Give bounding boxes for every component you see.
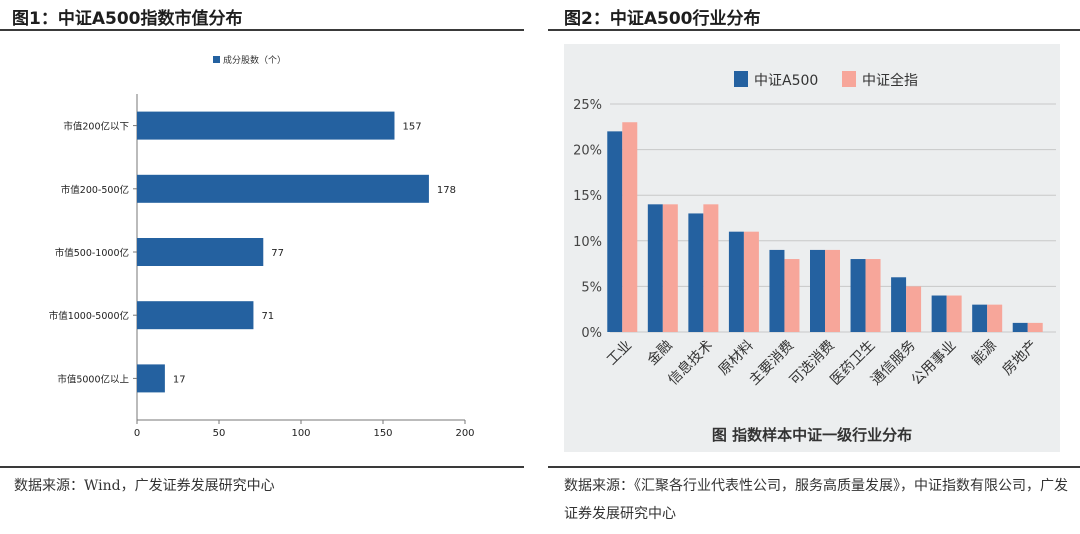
data-label: 17	[173, 374, 186, 385]
bar	[891, 277, 907, 332]
category-label: 市值200-500亿	[61, 184, 129, 196]
data-label: 157	[402, 122, 421, 133]
bar	[1027, 322, 1043, 332]
data-label: 71	[261, 311, 274, 322]
bar	[137, 174, 429, 203]
bar	[728, 231, 744, 332]
title-divider	[0, 29, 524, 31]
bar	[1012, 322, 1028, 332]
y-tick-label: 0%	[581, 326, 602, 341]
source-divider	[548, 466, 1080, 468]
legend-swatch	[213, 56, 220, 63]
legend-label: 中证全指	[862, 72, 918, 89]
bar	[662, 204, 678, 332]
bar	[850, 259, 866, 332]
bar	[137, 364, 165, 393]
bar	[137, 301, 254, 330]
y-tick-label: 10%	[573, 235, 602, 250]
x-tick-label: 200	[455, 428, 474, 439]
bar	[946, 295, 962, 332]
x-tick-label: 50	[213, 428, 226, 439]
x-tick-label: 150	[373, 428, 392, 439]
y-tick-label: 15%	[573, 189, 602, 204]
figure-2-title: 图2：中证A500行业分布	[564, 9, 761, 29]
title-divider	[548, 29, 1080, 31]
data-label: 77	[271, 248, 284, 259]
bar	[137, 238, 264, 266]
bar	[647, 204, 663, 332]
bar	[688, 213, 704, 332]
bar	[810, 249, 825, 332]
figure-2-panel: 图2：中证A500行业分布 0% 5% 10% 15% 20% 25% 中证A500 中证全指…	[548, 0, 1080, 534]
figure-1-title: 图1：中证A500指数市值分布	[12, 9, 243, 29]
chart-caption: 图 指数样本中证一级行业分布	[712, 426, 912, 444]
bar	[972, 304, 988, 332]
bar	[703, 204, 719, 332]
figure-2-source: 数据来源：《汇聚各行业代表性公司，服务高质量发展》，中证指数有限公司，广发证券发…	[564, 478, 1068, 522]
category-label: 市值200亿以下	[63, 121, 129, 133]
y-tick-label: 20%	[573, 144, 602, 159]
legend-swatch	[734, 71, 748, 87]
legend-swatch	[842, 71, 856, 87]
market-cap-bar-chart: 成分股数（个） 0 50 100 150 200 157 市值200亿以下 178 市值200-5…	[49, 54, 475, 439]
bar	[137, 111, 395, 140]
category-label: 市值5000亿以上	[57, 373, 129, 385]
figure-1-panel: 图1：中证A500指数市值分布 成分股数（个） 0 50 100 150 200 157 市值…	[0, 0, 530, 534]
source-divider	[0, 466, 524, 468]
y-tick-label: 5%	[581, 280, 602, 295]
bar	[784, 259, 800, 332]
legend-label: 成分股数（个）	[223, 54, 286, 66]
x-tick-label: 0	[134, 428, 140, 439]
bar	[769, 249, 785, 332]
bar	[906, 286, 922, 332]
bar	[825, 249, 840, 332]
bar	[607, 131, 623, 332]
x-tick-label: 100	[291, 428, 310, 439]
legend-label: 中证A500	[754, 73, 818, 89]
category-label: 市值1000-5000亿	[49, 310, 129, 322]
bar	[622, 122, 638, 333]
y-tick-label: 25%	[573, 98, 602, 113]
figure-1-source: 数据来源：Wind，广发证券发展研究中心	[14, 478, 275, 494]
data-label: 178	[437, 185, 456, 196]
category-label: 市值500-1000亿	[55, 247, 129, 259]
bar	[987, 304, 1003, 332]
bar	[865, 259, 881, 332]
bar	[743, 231, 759, 332]
chart-background	[564, 44, 1060, 452]
bar	[931, 295, 947, 332]
